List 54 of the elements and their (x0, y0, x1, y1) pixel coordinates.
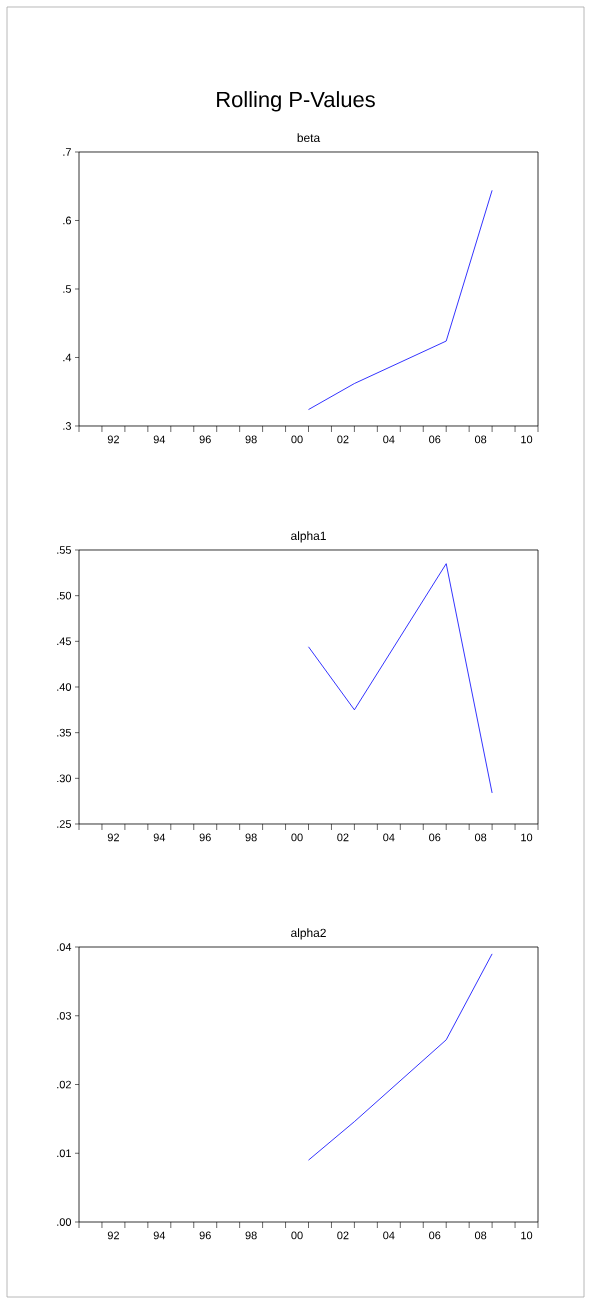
x-tick-label: 06 (429, 1231, 441, 1240)
line-series (308, 563, 493, 794)
x-tick-label: 96 (199, 1231, 211, 1240)
x-tick-label: 94 (153, 1231, 166, 1240)
chart-subtitle: beta (297, 133, 321, 143)
x-tick-label: 06 (429, 833, 441, 842)
x-tick-label: 96 (199, 833, 211, 842)
y-tick-label: .02 (57, 1080, 71, 1089)
y-tick-label: .35 (57, 728, 72, 737)
x-tick-label: 10 (521, 833, 533, 842)
y-tick-label: .4 (63, 353, 72, 362)
y-tick-label: .55 (57, 546, 72, 554)
y-tick-label: .00 (57, 1218, 72, 1226)
line-series (308, 189, 493, 410)
y-tick-label: .3 (63, 422, 71, 430)
y-tick-label: .04 (57, 943, 72, 951)
x-tick-label: 94 (153, 435, 166, 444)
x-tick-label: 00 (291, 1231, 303, 1240)
x-tick-label: 02 (337, 435, 349, 444)
x-tick-label: 08 (474, 1231, 487, 1240)
x-tick-label: 10 (521, 435, 533, 444)
y-tick-label: .25 (57, 820, 72, 828)
x-tick-label: 98 (245, 1231, 257, 1240)
y-tick-label: .6 (63, 216, 71, 225)
y-tick-label: .45 (57, 637, 72, 646)
x-tick-label: 08 (474, 435, 487, 444)
x-tick-label: 92 (107, 1231, 119, 1240)
x-tick-label: 92 (107, 833, 119, 842)
x-tick-label: 04 (383, 435, 395, 444)
x-tick-label: 98 (245, 435, 257, 444)
x-tick-label: 08 (474, 833, 487, 842)
y-tick-label: .30 (57, 774, 72, 783)
x-tick-label: 92 (107, 435, 119, 444)
x-tick-label: 98 (245, 833, 257, 842)
x-tick-label: 00 (291, 435, 303, 444)
x-tick-label: 02 (337, 833, 349, 842)
x-tick-label: 10 (521, 1231, 533, 1240)
x-tick-label: 06 (429, 435, 441, 444)
x-tick-label: 04 (383, 1231, 395, 1240)
x-tick-label: 94 (153, 833, 166, 842)
x-tick-label: 04 (383, 833, 395, 842)
y-tick-label: .50 (57, 591, 72, 600)
chart-subtitle: alpha2 (291, 928, 326, 940)
y-tick-label: .5 (63, 285, 72, 293)
x-tick-label: 02 (337, 1231, 349, 1240)
y-tick-label: .7 (63, 148, 71, 156)
y-tick-label: .03 (57, 1011, 71, 1020)
x-tick-label: 00 (291, 833, 303, 842)
y-tick-label: .40 (57, 683, 72, 691)
y-tick-label: .01 (57, 1149, 71, 1158)
chart-subtitle: alpha1 (291, 531, 326, 543)
x-tick-label: 96 (199, 435, 211, 444)
line-series (308, 953, 493, 1161)
chart-title: Rolling P-Values (217, 91, 375, 112)
